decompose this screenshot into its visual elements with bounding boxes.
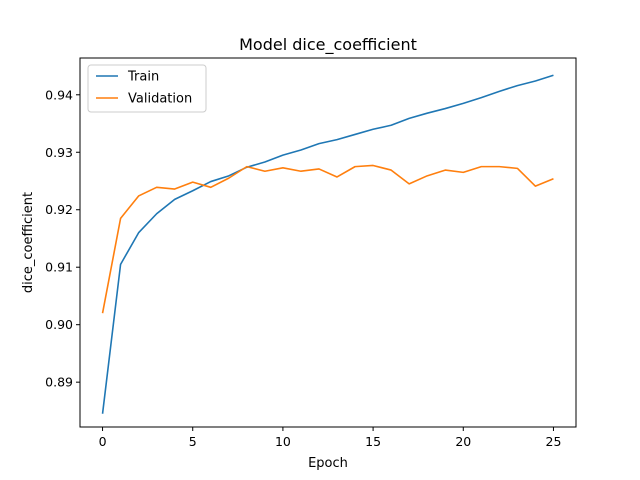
y-tick-label: 0.91 xyxy=(45,260,73,275)
y-tick-label: 0.94 xyxy=(45,87,73,102)
y-tick-label: 0.93 xyxy=(45,145,73,160)
y-axis-label: dice_coefficient xyxy=(21,192,36,293)
legend-label-validation: Validation xyxy=(128,92,192,107)
series-line-validation xyxy=(101,164,554,314)
plot-area xyxy=(80,58,576,427)
x-axis: 0 5 10 15 20 25 xyxy=(99,427,562,449)
plot-frame xyxy=(79,57,577,428)
series-lines xyxy=(101,74,554,414)
y-tick-label: 0.89 xyxy=(45,375,73,390)
x-tick-label: 10 xyxy=(275,434,291,449)
legend: Train Validation xyxy=(87,64,207,113)
y-axis: 0.89 0.90 0.91 0.92 0.93 0.94 xyxy=(45,87,80,390)
x-tick-label: 15 xyxy=(365,434,381,449)
legend-label-train: Train xyxy=(127,70,159,85)
y-tick-label: 0.90 xyxy=(45,317,73,332)
chart-title: Model dice_coefficient xyxy=(239,35,417,55)
x-tick-label: 0 xyxy=(99,434,107,449)
y-tick-label: 0.92 xyxy=(45,202,73,217)
x-axis-label: Epoch xyxy=(308,456,348,471)
x-tick-label: 20 xyxy=(455,434,471,449)
series-line-train xyxy=(101,74,554,414)
x-tick-label: 5 xyxy=(189,434,197,449)
x-tick-label: 25 xyxy=(546,434,562,449)
